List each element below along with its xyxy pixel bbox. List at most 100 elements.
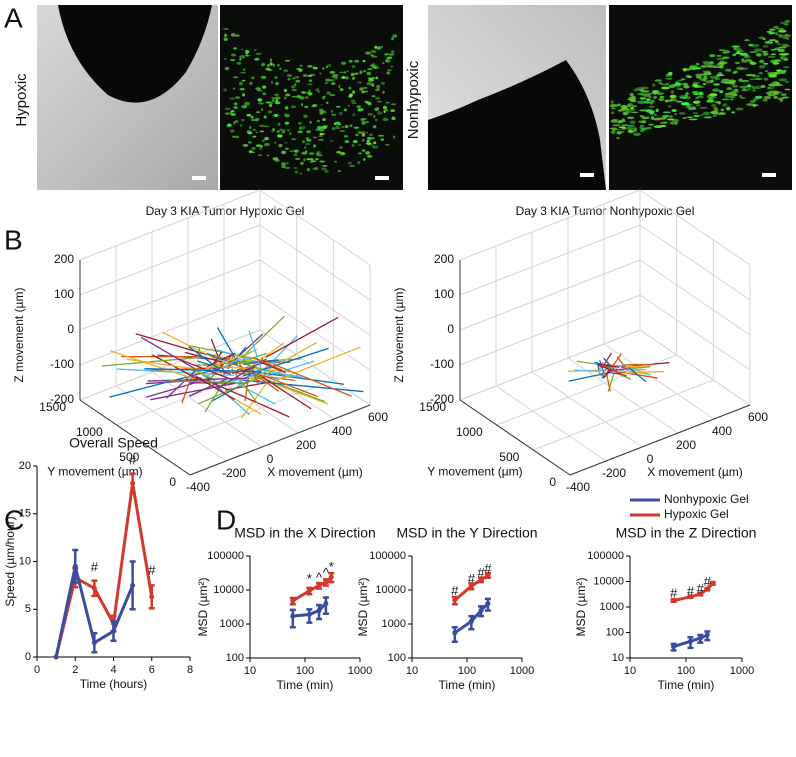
speckle: [236, 61, 242, 65]
y-tick-label: 100000: [207, 550, 244, 562]
speckle: [318, 135, 324, 138]
speckle: [317, 151, 321, 154]
speckle: [234, 120, 239, 123]
speckle: [284, 166, 291, 169]
speckle: [661, 86, 670, 90]
grid-line: [459, 294, 641, 366]
speckle: [764, 40, 774, 44]
speckle: [245, 49, 250, 54]
speckle: [362, 60, 366, 63]
speckle: [288, 131, 292, 136]
panel-label: A: [4, 2, 23, 33]
speckle: [766, 86, 771, 90]
speckle: [365, 100, 369, 104]
speckle: [287, 78, 291, 81]
speckle: [385, 101, 391, 104]
speckle: [293, 167, 298, 170]
x-tick-label: 1000: [348, 665, 372, 677]
speckle: [680, 102, 690, 106]
speckle: [773, 59, 782, 62]
speckle: [340, 125, 345, 129]
speckle: [230, 33, 236, 37]
speckle: [233, 47, 238, 50]
data-point: [710, 580, 716, 586]
speckle: [363, 158, 366, 161]
speckle: [376, 111, 383, 115]
trajectory: [625, 364, 653, 369]
speckle: [727, 95, 736, 99]
chart-title: MSD in the Y Direction: [396, 525, 537, 541]
data-point: [704, 632, 710, 638]
speckle: [318, 138, 324, 141]
speckle: [386, 56, 393, 60]
speckle: [334, 126, 341, 130]
grid-line: [79, 294, 261, 366]
speckle: [368, 79, 374, 82]
speckle: [324, 169, 329, 173]
speckle: [721, 98, 730, 101]
speckle: [774, 81, 779, 84]
speckle: [749, 78, 756, 80]
y-tick-label: 1000: [600, 601, 624, 613]
trajectory: [625, 370, 665, 374]
speckle: [781, 43, 789, 47]
speckle: [693, 114, 700, 118]
x-tick-label: 100: [677, 665, 695, 677]
speckle: [370, 49, 377, 54]
data-point: [687, 594, 693, 600]
speckle: [391, 116, 395, 120]
speckle: [276, 134, 283, 138]
trajectory: [168, 380, 237, 384]
trajectory: [574, 369, 599, 373]
speckle: [640, 86, 649, 90]
speckle: [385, 58, 388, 62]
speckle: [374, 45, 378, 49]
scale-bar: [375, 176, 389, 180]
speckle: [391, 50, 395, 54]
trajectory: [162, 331, 216, 360]
speckle: [344, 124, 349, 129]
tumor-shadow: [428, 60, 606, 190]
y-tick-label: 500: [499, 450, 519, 464]
speckle: [376, 84, 381, 89]
speckle: [755, 85, 762, 89]
speckle: [759, 59, 765, 63]
speckle: [659, 95, 665, 98]
speckle: [230, 110, 235, 113]
speckle: [367, 67, 373, 71]
data-point: [478, 607, 484, 613]
x-axis-label: X movement (µm): [267, 465, 363, 479]
speckle: [362, 138, 365, 142]
speckle: [352, 90, 356, 94]
speckle: [747, 87, 751, 91]
trajectory: [598, 363, 629, 372]
y-tick-label: 100: [388, 652, 406, 664]
speckle: [768, 28, 776, 31]
speckle: [383, 110, 386, 114]
speckle: [780, 21, 788, 25]
speckle: [763, 95, 772, 100]
speckle: [290, 85, 296, 89]
speckle: [627, 116, 635, 120]
y-axis-label: MSD (µm²): [574, 578, 588, 637]
speckle: [692, 83, 698, 88]
speckle: [367, 102, 371, 105]
speckle: [783, 58, 789, 61]
y-tick-label: 100000: [369, 550, 406, 562]
speckle: [764, 70, 769, 73]
speckle: [260, 75, 267, 79]
y-axis-label: MSD (µm²): [356, 578, 370, 637]
speckle: [331, 82, 336, 86]
series-line: [673, 633, 708, 649]
speckle: [271, 99, 275, 101]
series-line: [453, 602, 489, 635]
speckle: [349, 124, 353, 127]
speckle: [700, 65, 707, 68]
speckle: [728, 79, 737, 83]
speckle: [274, 101, 281, 105]
speckle: [335, 125, 338, 128]
x-tick-label: 10: [624, 665, 636, 677]
speckle: [718, 65, 724, 69]
speckle: [708, 61, 714, 64]
speckle: [639, 97, 647, 100]
